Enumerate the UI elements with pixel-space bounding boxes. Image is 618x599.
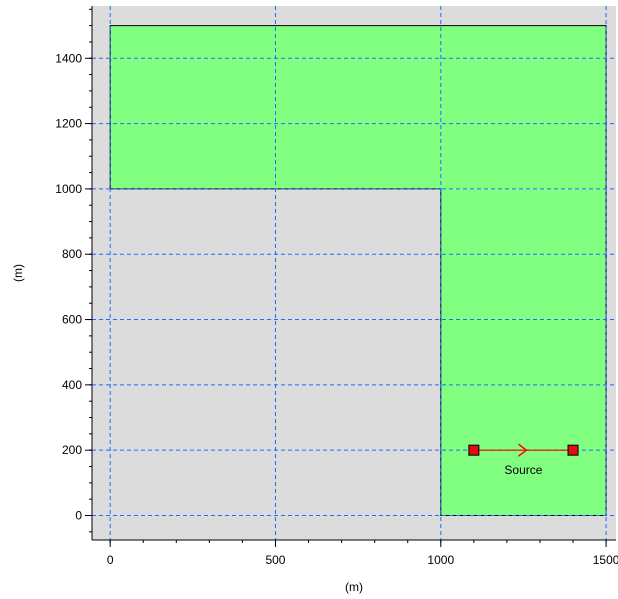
y-tick-label-0: 0 (75, 509, 82, 523)
y-tick-label-1000: 1000 (55, 182, 82, 196)
source-start-marker (468, 444, 480, 456)
y-axis-ticks: 0 200 400 600 800 1000 1200 1400 (55, 8, 92, 533)
y-axis-label: (m) (11, 264, 25, 282)
y-tick-label-400: 400 (62, 378, 82, 392)
y-tick-label-1400: 1400 (55, 51, 82, 65)
x-tick-label-0: 0 (107, 553, 114, 567)
source-label: Source (504, 463, 542, 477)
y-tick-label-200: 200 (62, 443, 82, 457)
y-tick-label-1200: 1200 (55, 117, 82, 131)
source-direction-arrow-icon (517, 443, 528, 457)
source-line-group[interactable]: Source (468, 443, 579, 477)
x-axis-label: (m) (345, 580, 363, 594)
grid-lines (92, 6, 616, 540)
axes (91, 6, 616, 541)
source-end-marker (567, 444, 579, 456)
y-tick-label-600: 600 (62, 313, 82, 327)
y-tick-label-800: 800 (62, 247, 82, 261)
x-tick-label-1000: 1000 (427, 553, 454, 567)
x-tick-label-500: 500 (265, 553, 285, 567)
x-axis-ticks: 0 500 1000 1500 (107, 540, 618, 567)
x-tick-label-1500: 1500 (593, 553, 618, 567)
